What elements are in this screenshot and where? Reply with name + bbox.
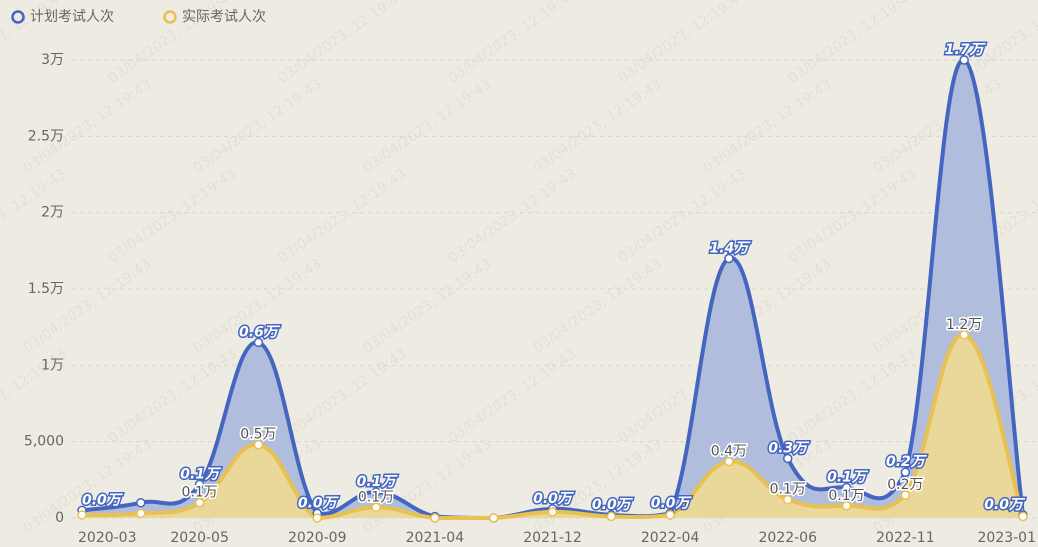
watermark-text: 03/04/2023, 12:19:43 xyxy=(445,166,579,267)
data-label: 0.2万 xyxy=(886,454,928,470)
data-label: 0.0万 xyxy=(651,495,693,511)
data-label: 0.1万 xyxy=(358,489,394,505)
point xyxy=(253,439,264,450)
watermark-text: 03/04/2023, 12:19:43 xyxy=(530,436,664,537)
x-tick-label: 2020-05 xyxy=(170,530,229,546)
data-label: 0.1万 xyxy=(181,485,217,501)
watermark-text: 03/04/2023, 12:19:43 xyxy=(615,0,749,87)
data-label: 0.0万 xyxy=(592,497,634,513)
data-label: 1.2万 xyxy=(946,317,982,333)
data-label: 0.1万 xyxy=(827,469,869,485)
point xyxy=(900,467,911,477)
y-tick-label: 2万 xyxy=(41,205,64,221)
point xyxy=(312,513,322,523)
data-label: 0.3万 xyxy=(768,440,810,456)
legend-label: 计划考试人次 xyxy=(30,9,114,25)
point xyxy=(547,507,558,517)
watermark-text: 03/04/2023, 12:19:43 xyxy=(275,166,409,267)
point xyxy=(194,497,205,508)
point xyxy=(194,479,205,490)
data-label: 0.2万 xyxy=(887,477,923,493)
point xyxy=(783,453,793,464)
legend-marker xyxy=(163,10,177,24)
point xyxy=(724,456,734,467)
data-label: 0.0万 xyxy=(298,495,340,511)
point xyxy=(1018,511,1028,522)
legend-marker xyxy=(11,10,25,24)
x-tick-label: 2020-03 xyxy=(78,530,137,546)
data-label: 0.1万 xyxy=(828,488,864,504)
watermark-text: 03/04/2023, 12:19:43 xyxy=(530,256,664,357)
data-label: 0.6万 xyxy=(239,324,281,340)
x-tick-label: 2023-01 xyxy=(978,530,1037,546)
watermark-text: 03/04/2023, 12:19:43 xyxy=(445,346,579,447)
point xyxy=(841,482,852,493)
watermark-text: 03/04/2023, 12:19:43 xyxy=(360,256,494,357)
data-label: 0.1万 xyxy=(180,466,222,482)
y-tick-label: 2.5万 xyxy=(28,128,64,144)
data-label: 0.0万 xyxy=(984,497,1026,513)
watermark-text: 03/04/2023, 12:19:43 xyxy=(785,0,919,87)
watermark-text: 03/04/2023, 12:19:43 xyxy=(20,436,154,537)
watermark-text: 03/04/2023, 12:19:43 xyxy=(275,346,409,447)
watermark-text: 03/04/2023, 12:19:43 xyxy=(20,76,154,177)
point xyxy=(959,55,969,65)
y-tick-label: 0 xyxy=(55,510,64,526)
x-tick-label: 2021-04 xyxy=(406,530,465,546)
watermark-text: 03/04/2023, 12:19:43 xyxy=(275,0,409,87)
point xyxy=(900,490,911,500)
watermark-text: 03/04/2023, 12:19:43 xyxy=(785,166,919,267)
data-label: 0.1万 xyxy=(357,474,399,490)
watermark-text: 03/04/2023, 12:19:43 xyxy=(20,256,154,357)
point xyxy=(724,253,734,264)
watermark-text: 03/04/2023, 12:19:43 xyxy=(190,76,324,177)
point xyxy=(841,501,852,511)
point xyxy=(959,330,969,340)
point xyxy=(430,513,440,523)
point xyxy=(371,502,381,513)
watermark-text: 03/04/2023, 12:19:43 xyxy=(445,0,579,87)
data-label: 1.7万 xyxy=(945,42,987,58)
data-label: 0.1万 xyxy=(770,482,806,498)
point xyxy=(136,508,146,519)
point xyxy=(783,494,793,505)
y-tick-label: 3万 xyxy=(41,52,64,68)
legend-label: 实际考试人次 xyxy=(182,9,266,25)
point xyxy=(253,337,264,348)
point xyxy=(606,511,617,522)
watermark-text: 03/04/2023, 12:19:43 xyxy=(530,76,664,177)
x-tick-label: 2022-06 xyxy=(759,530,818,546)
watermark-text: 03/04/2023, 12:19:43 xyxy=(785,346,919,447)
point xyxy=(665,510,675,520)
point xyxy=(371,487,381,497)
x-tick-label: 2022-04 xyxy=(641,530,700,546)
y-tick-label: 1.5万 xyxy=(28,281,64,297)
y-tick-label: 5,000 xyxy=(24,434,64,450)
area xyxy=(82,334,1023,518)
data-label: 0.5万 xyxy=(240,427,276,443)
watermark-text: 03/04/2023, 12:19:43 xyxy=(360,76,494,177)
watermark-text: 03/04/2023, 12:19:43 xyxy=(700,76,834,177)
watermark-text: 03/04/2023, 12:19:43 xyxy=(105,166,239,267)
x-tick-label: 2020-09 xyxy=(288,530,347,546)
x-tick-label: 2021-12 xyxy=(523,530,582,546)
data-label: 1.4万 xyxy=(710,240,752,256)
data-label: 0.0万 xyxy=(533,491,575,507)
point xyxy=(136,497,146,508)
point xyxy=(77,510,87,520)
x-tick-label: 2022-11 xyxy=(876,530,935,546)
data-label: 0.0万 xyxy=(82,492,124,508)
y-tick-label: 1万 xyxy=(41,357,64,373)
data-label: 0.4万 xyxy=(711,444,747,460)
point xyxy=(488,513,499,523)
